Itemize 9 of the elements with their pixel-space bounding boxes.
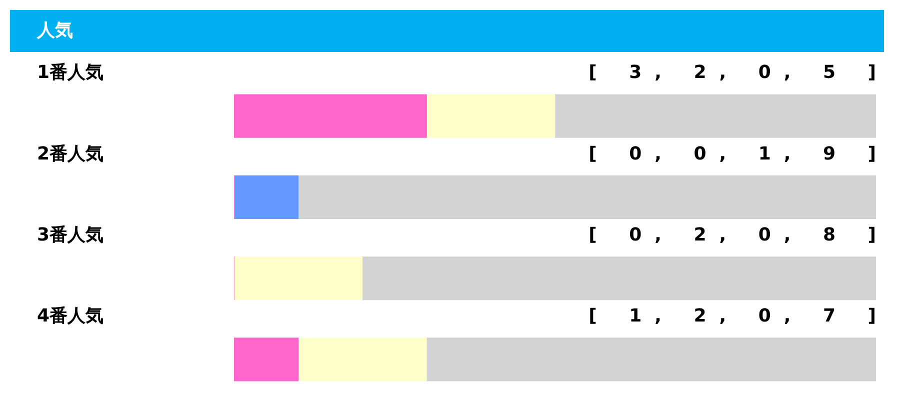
y-tick-label: 3番人気 (37, 224, 104, 246)
annotation: [ 3, 2, 0, 5 ] (588, 62, 889, 84)
annotation: [ 1, 2, 0, 7 ] (588, 306, 889, 327)
annotation: [ 0, 0, 1, 9 ] (588, 143, 889, 164)
y-tick-label: 1番人気 (37, 62, 104, 84)
annotation: [ 0, 2, 0, 8 ] (588, 224, 889, 246)
y-tick-label: 4番人気 (37, 306, 104, 327)
text: 人気 (10, 10, 884, 52)
y-tick-label: 2番人気 (37, 143, 104, 164)
